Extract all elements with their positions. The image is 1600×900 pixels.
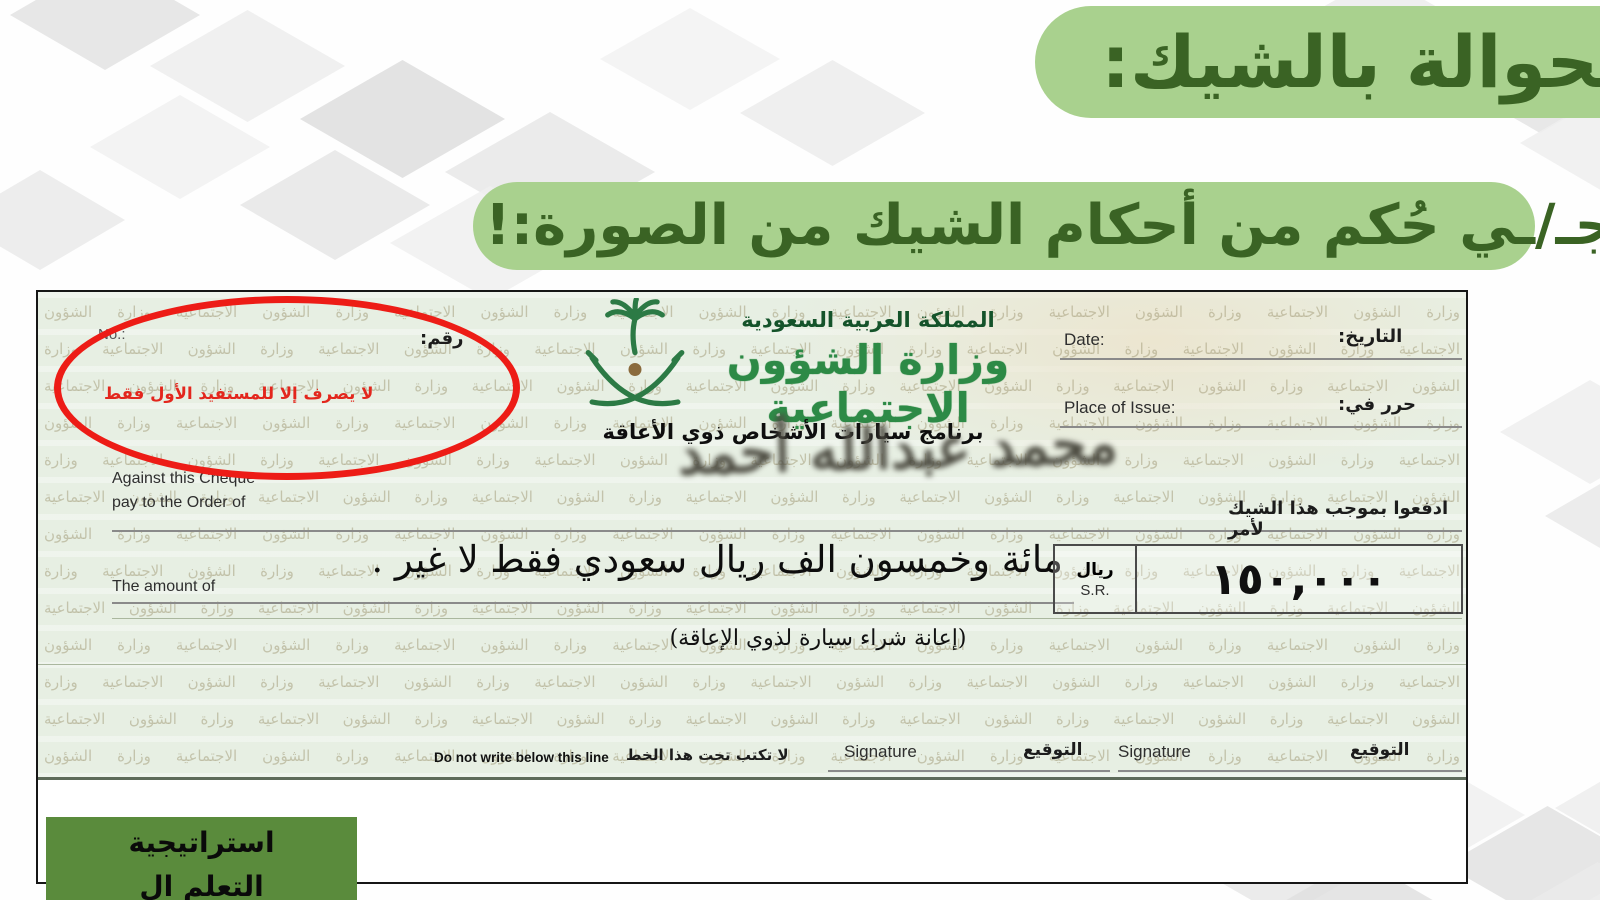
title-highlight <box>1035 6 1600 118</box>
background-diamond <box>1500 380 1600 484</box>
warning-ar: لا تكتب تحت هذا الخط <box>626 746 789 764</box>
strategy-line-1: استراتيجية <box>128 826 275 859</box>
strategy-line-2: التعلم ال <box>139 870 264 900</box>
date-field-line <box>1060 330 1462 360</box>
signature-label-ar-2: التوقيع <box>1350 740 1410 760</box>
currency-label-en: S.R. <box>1080 581 1110 599</box>
currency-label-ar: ريال <box>1076 559 1114 580</box>
amount-in-words: مائة وخمسون الف ريال سعودي فقط لا غير . <box>371 538 1063 581</box>
amount-figures: ١٥٠,٠٠٠ <box>1210 553 1388 605</box>
payee-field-line <box>112 502 1462 532</box>
cheque-paper: وزارة الشؤون الاجتماعية وزارة الشؤون الا… <box>38 292 1466 780</box>
place-label-ar: حرر في: <box>1338 394 1416 415</box>
warning-en: Do not write below this line <box>434 750 609 765</box>
pay-order-label-ar: ادفعوا بموجب هذا الشيك لأمر <box>1228 498 1449 540</box>
pay-order-label-en-line2: pay to the Order of <box>112 494 246 511</box>
amount-field-line <box>112 574 1074 604</box>
handwritten-payee-name: محمد عبدالله أحمد <box>677 410 1119 488</box>
kingdom-header: المملكة العربية السعودية <box>741 308 995 332</box>
place-label-en: Place of Issue: <box>1064 398 1176 417</box>
strategy-box: استراتيجية التعلم ال <box>46 817 357 900</box>
program-name: برنامج سيارات الأشخاص ذوي الأعاقة <box>602 420 984 444</box>
ministry-calligraphy: وزارة الشؤون الاجتماعية <box>726 336 1011 432</box>
date-label-en: Date: <box>1064 330 1105 349</box>
cheque-image: وزارة الشؤون الاجتماعية وزارة الشؤون الا… <box>36 290 1468 884</box>
amount-figures-box: ريال S.R. ١٥٠,٠٠٠ <box>1053 544 1463 614</box>
signature-label-ar-1: التوقيع <box>1023 740 1083 760</box>
amount-box-divider <box>1135 546 1137 612</box>
background-diamond <box>740 60 925 166</box>
background-diamond <box>600 8 780 110</box>
slide-subtitle: جـ/ـي حُكم من أحكام الشيك من الصورة:! <box>485 193 1600 258</box>
signature-label-en-2: Signature <box>1118 742 1191 761</box>
separator-line <box>112 618 1462 619</box>
signature-label-en-1: Signature <box>844 742 917 761</box>
amount-label-en: The amount of <box>112 578 216 595</box>
slide-title: الحوالة بالشيك: <box>1101 20 1600 104</box>
signature-line-2 <box>1118 742 1462 772</box>
currency-cell: ريال S.R. <box>1055 546 1135 612</box>
subtitle-highlight <box>473 182 1535 270</box>
place-field-line <box>1060 398 1462 428</box>
saudi-emblem-icon <box>585 298 685 407</box>
separator-line <box>38 664 1466 665</box>
red-circle-annotation <box>54 296 520 480</box>
date-label-ar: التاريخ: <box>1338 326 1403 347</box>
cheque-purpose: (إعانة شراء سيارة لذوي الإعاقة) <box>669 626 967 651</box>
background-diamond <box>0 170 125 270</box>
signature-line-1 <box>828 742 1110 772</box>
